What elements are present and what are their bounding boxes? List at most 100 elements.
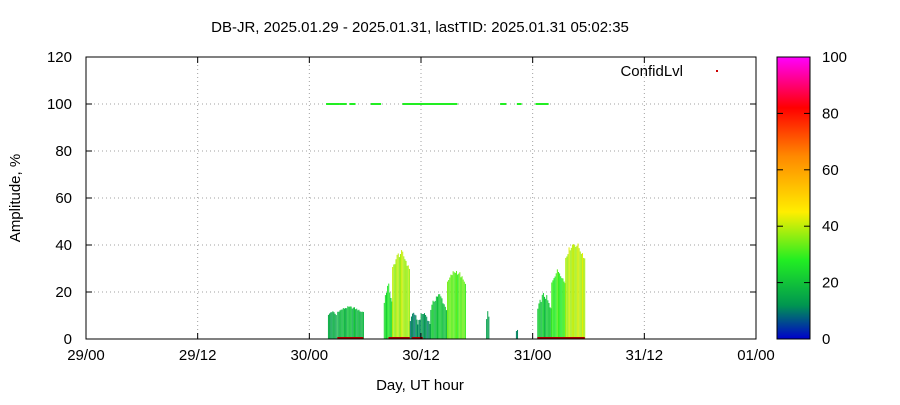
confidence-point (344, 103, 347, 105)
grid-lines (86, 57, 756, 339)
confidence-point (330, 103, 333, 105)
confidence-point (440, 103, 443, 105)
amplitude-bar (355, 309, 357, 339)
x-tick-label: 29/12 (179, 347, 217, 364)
amplitude-bar (439, 294, 441, 339)
y-tick-label: 20 (55, 284, 72, 301)
confidence-point (402, 103, 405, 105)
amplitude-bars (327, 243, 586, 339)
amplitude-bar (562, 278, 564, 339)
y-tick-label: 40 (55, 237, 72, 254)
confidence-point (410, 103, 413, 105)
amplitude-bar (556, 269, 558, 339)
amplitude-bar (573, 244, 575, 339)
confidence-point (434, 103, 437, 105)
confidence-point (500, 103, 503, 105)
confidence-point (542, 103, 545, 105)
confidence-point (433, 103, 436, 105)
confidence-point (328, 103, 331, 105)
confidence-point (545, 103, 548, 105)
amplitude-bar (460, 277, 462, 339)
amplitude-bar (362, 311, 364, 339)
confidence-point (424, 103, 427, 105)
amplitude-bar (546, 295, 548, 339)
amplitude-bar (348, 306, 350, 339)
confidence-point (407, 103, 410, 105)
amplitude-bar (430, 309, 432, 339)
amplitude-bar (350, 306, 352, 339)
amplitude-bar (407, 265, 409, 339)
amplitude-bar (342, 308, 344, 339)
amplitude-bar (445, 310, 447, 339)
amplitude-bar (394, 264, 396, 339)
amplitude-bar (548, 303, 550, 339)
colorbar-tick-label: 100 (822, 49, 847, 66)
confidence-point (536, 103, 539, 105)
amplitude-bar (343, 308, 345, 339)
amplitude-bar (552, 280, 554, 339)
amplitude-bar (409, 321, 411, 339)
confidence-point (516, 103, 519, 105)
amplitude-bar (427, 320, 429, 339)
amplitude-bar (444, 306, 446, 339)
amplitude-bar (420, 313, 422, 339)
confidence-point (426, 103, 429, 105)
amplitude-bar (392, 267, 394, 339)
confidence-point (448, 103, 451, 105)
x-tick-label: 30/12 (402, 347, 440, 364)
confidence-point (327, 103, 330, 105)
confidence-point (502, 103, 505, 105)
amplitude-bar (335, 315, 337, 339)
amplitude-bar (579, 251, 581, 339)
amplitude-bar (415, 315, 417, 339)
amplitude-bar (404, 259, 406, 339)
legend-marker (716, 70, 718, 72)
confidence-point (376, 103, 379, 105)
chart-title: DB-JR, 2025.01.29 - 2025.01.31, lastTID:… (211, 19, 629, 36)
amplitude-bar (564, 283, 566, 339)
confidence-point (333, 103, 336, 105)
confidence-point (427, 103, 430, 105)
confidence-point (447, 103, 450, 105)
amplitude-bar (340, 309, 342, 339)
amplitude-bar (357, 310, 359, 339)
amplitude-bar (426, 316, 428, 339)
colorbar-tick-label: 0 (822, 331, 830, 348)
confidence-point (412, 103, 415, 105)
x-tick-label: 31/00 (514, 347, 552, 364)
x-tick-label: 30/00 (291, 347, 329, 364)
y-axis-ticks: 0 20 40 60 80 100 120 (47, 49, 756, 348)
amplitude-bar (448, 280, 450, 339)
confidence-point (535, 103, 538, 105)
confidence-point (543, 103, 546, 105)
amplitude-bar (561, 278, 563, 339)
confidence-point (455, 103, 458, 105)
confidence-point (374, 103, 377, 105)
amplitude-bar (389, 292, 391, 339)
amplitude-bar (437, 296, 439, 339)
confidence-point (501, 103, 504, 105)
amplitude-bar (569, 250, 571, 339)
amplitude-bar (553, 278, 555, 339)
amplitude-bar (544, 296, 546, 339)
amplitude-bar (341, 309, 343, 339)
amplitude-bar (577, 243, 579, 339)
confidence-point (413, 103, 416, 105)
amplitude-bar (453, 272, 455, 339)
confidence-points (326, 103, 549, 105)
amplitude-bar (398, 257, 400, 339)
confidence-point (419, 103, 422, 105)
amplitude-bar (559, 273, 561, 339)
amplitude-bar (329, 313, 331, 339)
confidence-point (449, 103, 452, 105)
amplitude-bar (360, 311, 362, 339)
colorbar-tick-label: 20 (822, 275, 839, 292)
baseline-mark (411, 337, 423, 339)
confidence-point (428, 103, 431, 105)
confidence-point (441, 103, 444, 105)
amplitude-bar (551, 282, 553, 339)
amplitude-bar (393, 264, 395, 339)
amplitude-bar (390, 297, 392, 339)
